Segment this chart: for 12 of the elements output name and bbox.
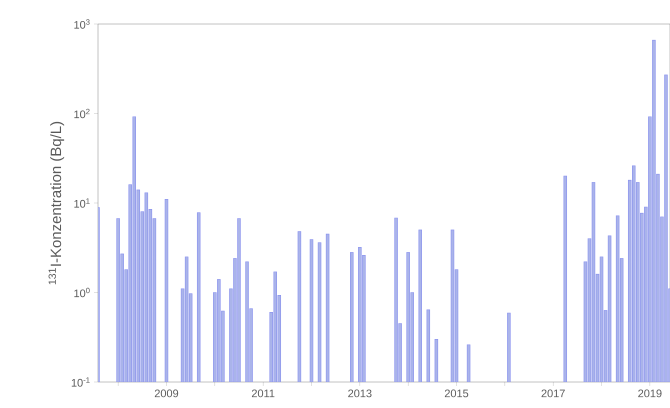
x-tick-label: 2019 — [638, 390, 662, 398]
y-tick-label: 10$^{0}$ — [74, 288, 90, 298]
x-tick-label: 2013 — [348, 390, 372, 398]
y-tick-label: 10$^{2}$ — [74, 108, 90, 118]
y-tick-label: 10$^{3}$ — [74, 19, 90, 29]
x-tick-label: 2015 — [444, 390, 468, 398]
x-tick-label: 2011 — [252, 390, 274, 398]
y-axis-title: $^{131}$I-Konzentration (Bq/L) — [48, 122, 64, 284]
y-tick-label: 10$^{1}$ — [74, 198, 90, 208]
y-tick-label: 10$^{-1}$ — [72, 377, 90, 387]
x-tick-label: 2017 — [542, 390, 565, 398]
x-tick-label: 2009 — [154, 390, 178, 398]
